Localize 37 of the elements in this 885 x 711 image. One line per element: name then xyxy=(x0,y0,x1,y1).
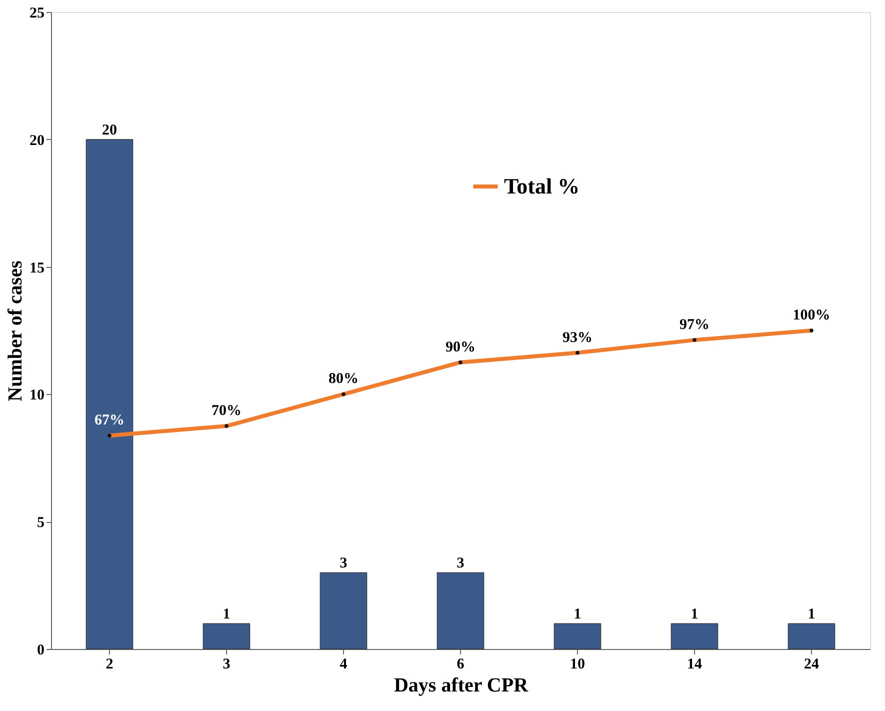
bar xyxy=(86,139,134,650)
y-tick-label: 15 xyxy=(30,260,44,276)
y-tick-label: 0 xyxy=(37,642,44,658)
data-label: 1 xyxy=(574,606,582,623)
bar xyxy=(554,623,602,650)
y-axis-title: Number of cases xyxy=(4,260,26,402)
x-tick-label: 4 xyxy=(340,656,348,672)
data-label: 90% xyxy=(446,339,476,356)
data-label: 70% xyxy=(212,403,242,420)
x-tick-label: 14 xyxy=(687,656,702,672)
data-label: 100% xyxy=(792,308,830,324)
y-tick-label: 10 xyxy=(30,388,44,404)
x-tick-label: 6 xyxy=(456,656,465,672)
y-tick-label: 5 xyxy=(37,515,44,532)
data-label: 1 xyxy=(808,606,816,623)
bar xyxy=(320,572,368,650)
data-label: 1 xyxy=(690,606,698,623)
x-tick-label: 24 xyxy=(804,656,820,672)
x-tick-label: 2 xyxy=(106,656,114,672)
x-tick-label: 10 xyxy=(570,656,585,672)
bar xyxy=(788,623,836,650)
data-label: 67% xyxy=(94,412,124,429)
data-label: 1 xyxy=(222,606,230,623)
legend-label: Total % xyxy=(504,174,580,198)
bar xyxy=(670,623,718,650)
data-label: 97% xyxy=(680,317,710,334)
y-tick-label: 25 xyxy=(30,6,44,22)
data-label: 20 xyxy=(102,122,117,138)
data-label: 80% xyxy=(328,371,358,388)
data-label: 3 xyxy=(340,556,348,572)
x-tick-label: 3 xyxy=(222,656,230,672)
y-tick-label: 20 xyxy=(30,132,44,149)
x-axis-title: Days after CPR xyxy=(394,674,529,696)
data-label: 93% xyxy=(562,330,592,346)
data-label: 3 xyxy=(456,556,464,572)
bar xyxy=(436,572,484,650)
bar xyxy=(202,623,250,650)
